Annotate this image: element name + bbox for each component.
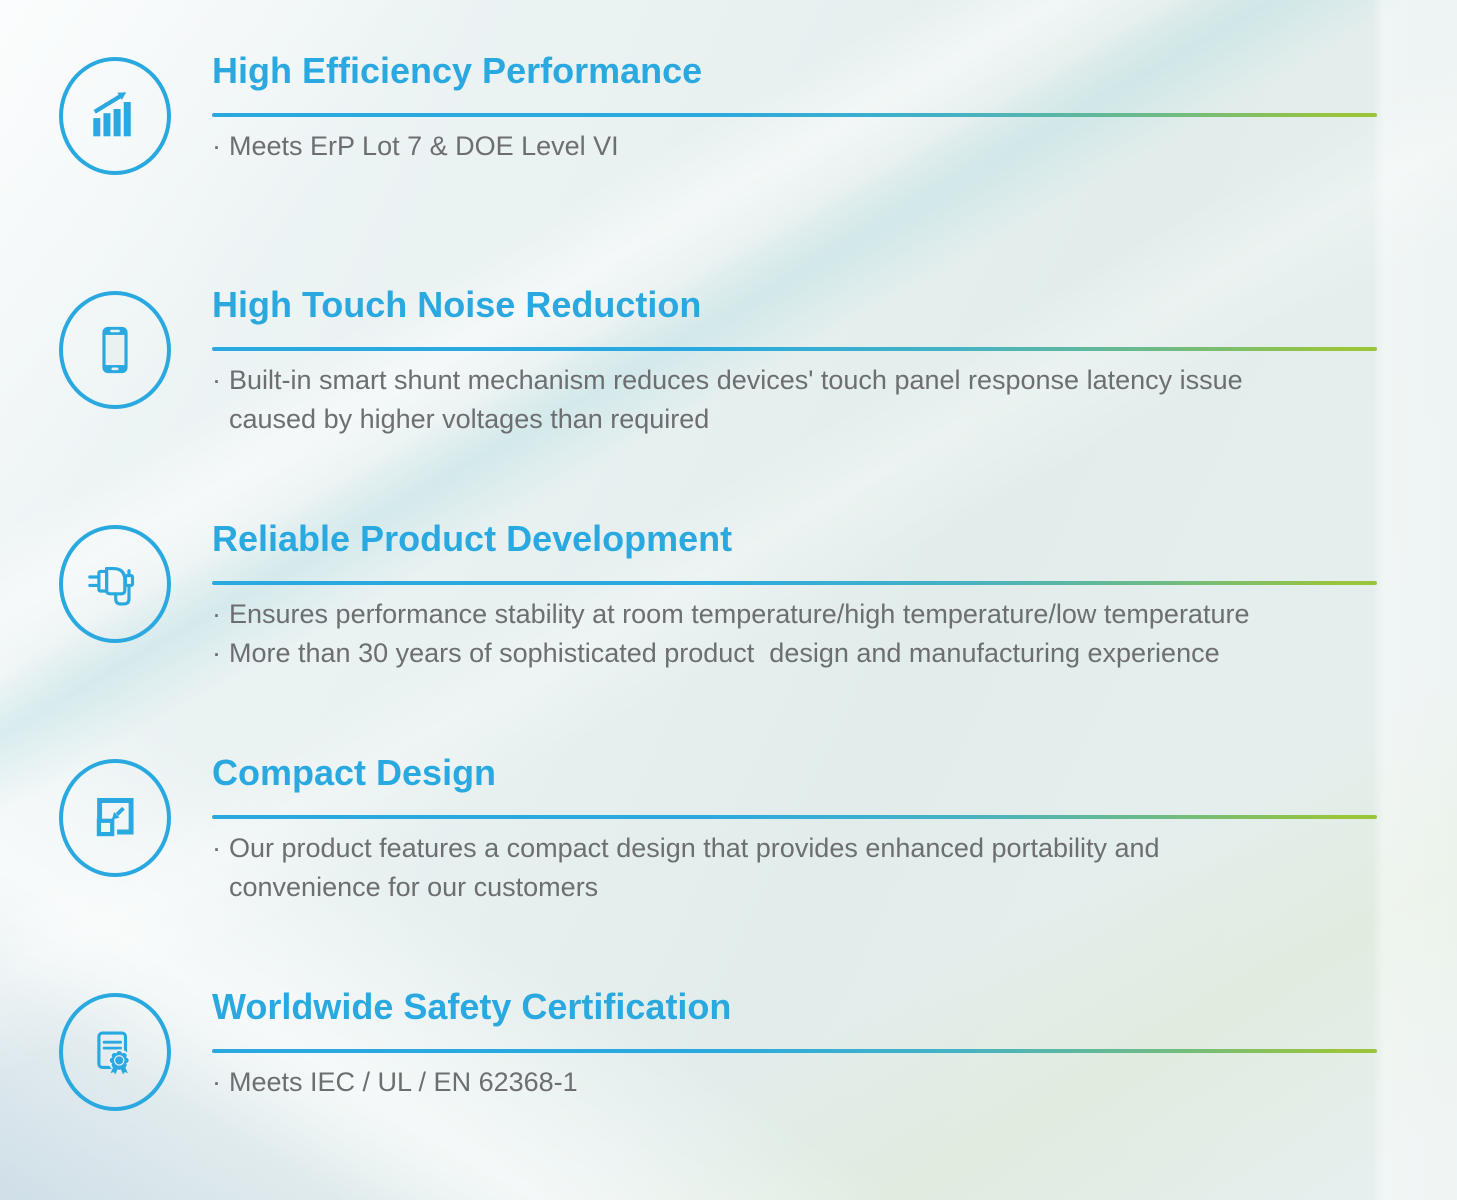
bullet-dot: · [212,365,221,395]
feature-title: Worldwide Safety Certification [212,986,732,1027]
feature-line-text: Our product features a compact design th… [229,833,1160,863]
feature-bullet-line: caused by higher voltages than required [212,400,1457,439]
feature-lines: · Meets ErP Lot 7 & DOE Level VI [212,127,1457,166]
feature-line-text: Built-in smart shunt mechanism reduces d… [229,365,1243,395]
feature-lines: · Built-in smart shunt mechanism reduces … [212,361,1457,439]
bullet-dot [212,400,229,439]
divider-line [212,581,1377,585]
feature-bullet-line: · Built-in smart shunt mechanism reduces … [212,361,1457,400]
feature-title: Reliable Product Development [212,518,733,559]
feature-lines: · Ensures performance stability at room t… [212,595,1457,673]
divider-line [212,347,1377,351]
feature-content: Worldwide Safety Certification · Meets IE… [212,985,1457,1102]
bullet-dot: · [212,638,221,668]
bullet-dot [212,868,229,907]
feature-icon-circle [59,759,171,877]
feature-icon-circle [59,993,171,1111]
feature-content: High Touch Noise Reduction · Built-in sma… [212,283,1457,439]
smartphone-icon [102,326,128,374]
feature-icon-circle [59,57,171,175]
bar-chart-growth-icon [93,92,131,137]
divider-line [212,1049,1377,1053]
bullet-dot: · [212,599,221,629]
bullet-dot: · [212,131,221,161]
feature-bullet-line: · Meets IEC / UL / EN 62368-1 [212,1063,1457,1102]
feature-line-text: caused by higher voltages than required [229,404,710,434]
feature-title: High Touch Noise Reduction [212,284,702,325]
divider-line [212,113,1377,117]
feature-content: Compact Design · Our product features a c… [212,751,1457,907]
divider-line [212,815,1377,819]
feature-lines: · Our product features a compact design t… [212,829,1457,907]
feature-bullet-line: · Meets ErP Lot 7 & DOE Level VI [212,127,1457,166]
compact-design-icon [96,798,134,837]
feature-line-text: More than 30 years of sophisticated prod… [229,638,1220,668]
feature-line-text: Ensures performance stability at room te… [229,599,1250,629]
power-adapter-icon [88,567,135,606]
certificate-icon [97,1031,131,1075]
feature-bullet-line: · Ensures performance stability at room t… [212,595,1457,634]
feature-line-text: Meets IEC / UL / EN 62368-1 [229,1067,578,1097]
bullet-dot: · [212,1067,221,1097]
feature-content: Reliable Product Development · Ensures pe… [212,517,1457,673]
feature-bullet-line: · Our product features a compact design t… [212,829,1457,868]
feature-bullet-line: · More than 30 years of sophisticated pro… [212,634,1457,673]
feature-icon-circle [59,525,171,643]
feature-bullet-line: convenience for our customers [212,868,1457,907]
feature-line-text: Meets ErP Lot 7 & DOE Level VI [229,131,619,161]
feature-title: High Efficiency Performance [212,50,703,91]
feature-content: High Efficiency Performance · Meets ErP L… [212,49,1457,166]
feature-title: Compact Design [212,752,497,793]
feature-line-text: convenience for our customers [229,872,599,902]
feature-icon-circle [59,291,171,409]
feature-lines: · Meets IEC / UL / EN 62368-1 [212,1063,1457,1102]
bullet-dot: · [212,833,221,863]
